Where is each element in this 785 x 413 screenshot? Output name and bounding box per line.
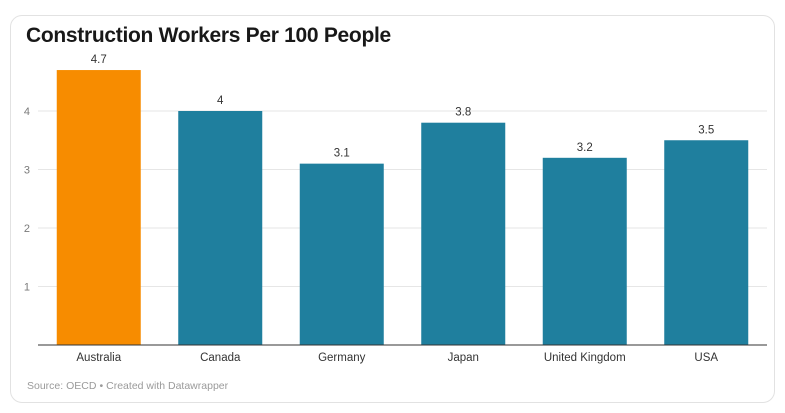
bar-australia <box>56 70 141 346</box>
x-tick-label: USA <box>694 352 718 364</box>
x-tick-label: Germany <box>318 352 366 364</box>
y-tick-label: 2 <box>24 223 30 235</box>
bar-united-kingdom <box>542 157 627 345</box>
y-tick-label: 1 <box>24 282 30 294</box>
data-label: 4 <box>217 95 224 107</box>
data-label: 3.5 <box>698 124 714 136</box>
gridlines <box>38 110 767 287</box>
credit-note: Created with Datawrapper <box>106 380 229 392</box>
y-tick-label: 3 <box>24 165 30 177</box>
data-label: 3.8 <box>455 107 471 119</box>
bars <box>56 70 749 346</box>
data-label: 3.2 <box>577 142 593 154</box>
x-tick-label: Australia <box>76 352 121 364</box>
data-labels: 4.7 4 3.1 3.8 3.2 3.5 <box>91 54 715 160</box>
data-label: 3.1 <box>334 148 350 160</box>
footer-separator: • <box>99 380 104 392</box>
bar-japan <box>421 122 506 345</box>
bar-germany <box>299 163 384 345</box>
source-note: Source: OECD <box>27 380 97 392</box>
bar-canada <box>178 111 263 345</box>
chart-footer: Source: OECD • Created with Datawrapper <box>27 380 228 392</box>
bar-usa <box>664 140 749 345</box>
x-tick-label: United Kingdom <box>544 352 626 364</box>
chart-title: Construction Workers Per 100 People <box>26 24 391 47</box>
data-label: 4.7 <box>91 54 107 66</box>
y-axis-ticks: 1 2 3 4 <box>24 106 30 294</box>
y-tick-label: 4 <box>24 106 30 118</box>
x-axis-labels: Australia Canada Germany Japan United Kingdo… <box>76 352 718 364</box>
x-tick-label: Canada <box>200 352 241 364</box>
x-tick-label: Japan <box>448 352 479 364</box>
